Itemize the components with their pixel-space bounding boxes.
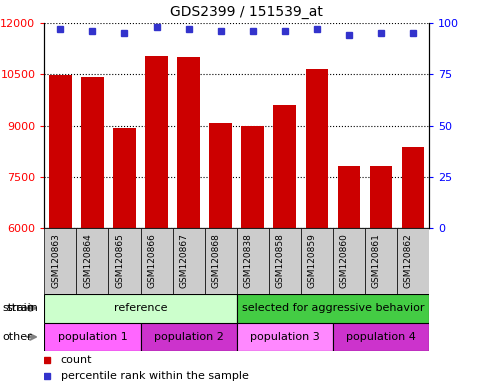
Text: strain: strain — [2, 303, 34, 313]
Bar — [210, 123, 232, 228]
Bar — [141, 323, 237, 351]
Text: percentile rank within the sample: percentile rank within the sample — [61, 371, 248, 381]
Text: GSM120864: GSM120864 — [83, 233, 93, 288]
Text: GSM120861: GSM120861 — [372, 233, 381, 288]
Bar — [237, 294, 429, 323]
Bar — [242, 126, 264, 228]
Bar — [333, 323, 429, 351]
Bar — [205, 228, 237, 294]
Text: GSM120858: GSM120858 — [276, 233, 284, 288]
Bar — [44, 294, 237, 323]
Text: GSM120862: GSM120862 — [404, 233, 413, 288]
Bar — [44, 323, 141, 351]
Bar — [306, 69, 328, 228]
Bar — [274, 104, 296, 228]
Text: GDS2399 / 151539_at: GDS2399 / 151539_at — [170, 5, 323, 19]
Text: GSM120866: GSM120866 — [147, 233, 157, 288]
Bar — [49, 75, 71, 228]
Bar — [177, 56, 200, 228]
Bar — [81, 77, 104, 228]
Bar — [76, 228, 108, 294]
Bar — [370, 166, 392, 228]
Bar — [237, 228, 269, 294]
Text: selected for aggressive behavior: selected for aggressive behavior — [242, 303, 424, 313]
Bar — [333, 228, 365, 294]
Text: GSM120838: GSM120838 — [244, 233, 253, 288]
Bar — [269, 228, 301, 294]
Bar — [44, 228, 76, 294]
Text: population 1: population 1 — [58, 332, 127, 342]
Bar — [108, 228, 141, 294]
Text: GSM120867: GSM120867 — [179, 233, 188, 288]
Text: GSM120868: GSM120868 — [211, 233, 221, 288]
Bar — [397, 228, 429, 294]
Text: strain: strain — [7, 303, 38, 313]
Text: GSM120860: GSM120860 — [340, 233, 349, 288]
Bar — [141, 228, 173, 294]
Bar — [237, 323, 333, 351]
Text: count: count — [61, 356, 92, 366]
Text: other: other — [2, 332, 32, 342]
Text: reference: reference — [114, 303, 167, 313]
Bar — [173, 228, 205, 294]
Text: GSM120865: GSM120865 — [115, 233, 124, 288]
Bar — [338, 166, 360, 228]
Text: population 2: population 2 — [154, 332, 223, 342]
Text: population 3: population 3 — [250, 332, 319, 342]
Bar — [365, 228, 397, 294]
Bar — [301, 228, 333, 294]
Text: GSM120863: GSM120863 — [51, 233, 60, 288]
Bar — [113, 128, 136, 228]
Text: population 4: population 4 — [346, 332, 416, 342]
Bar — [145, 56, 168, 228]
Text: GSM120859: GSM120859 — [308, 233, 317, 288]
Bar — [402, 147, 424, 228]
